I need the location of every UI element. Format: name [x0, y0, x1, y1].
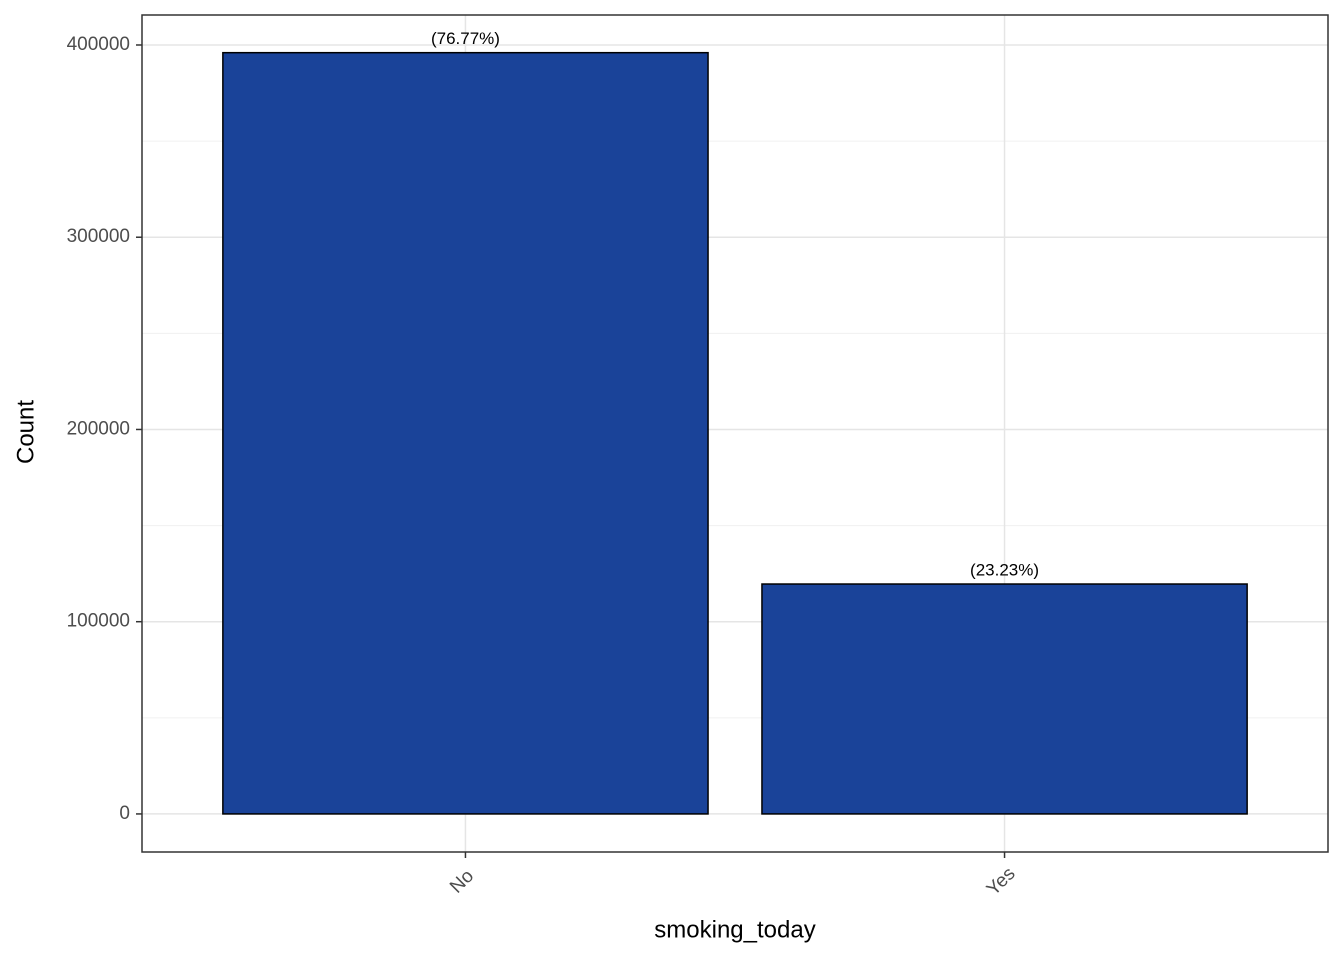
y-tick-label: 200000: [67, 418, 130, 439]
bar: [761, 583, 1248, 815]
bar-label: (23.23%): [970, 561, 1039, 580]
panel-border: [141, 14, 1329, 853]
y-axis-title: Count: [12, 400, 39, 464]
y-tick-label: 300000: [67, 226, 130, 247]
x-axis-title: smoking_today: [654, 916, 815, 943]
y-tick-label: 100000: [67, 611, 130, 632]
y-tick-label: 0: [119, 803, 130, 824]
y-tick-label: 400000: [67, 34, 130, 55]
bar-label: (76.77%): [431, 29, 500, 48]
x-tick-label: Yes: [983, 863, 1020, 900]
bar: [222, 51, 709, 815]
x-tick-label: No: [446, 866, 478, 898]
marks: (76.77%) (23.23%): [222, 29, 1248, 815]
